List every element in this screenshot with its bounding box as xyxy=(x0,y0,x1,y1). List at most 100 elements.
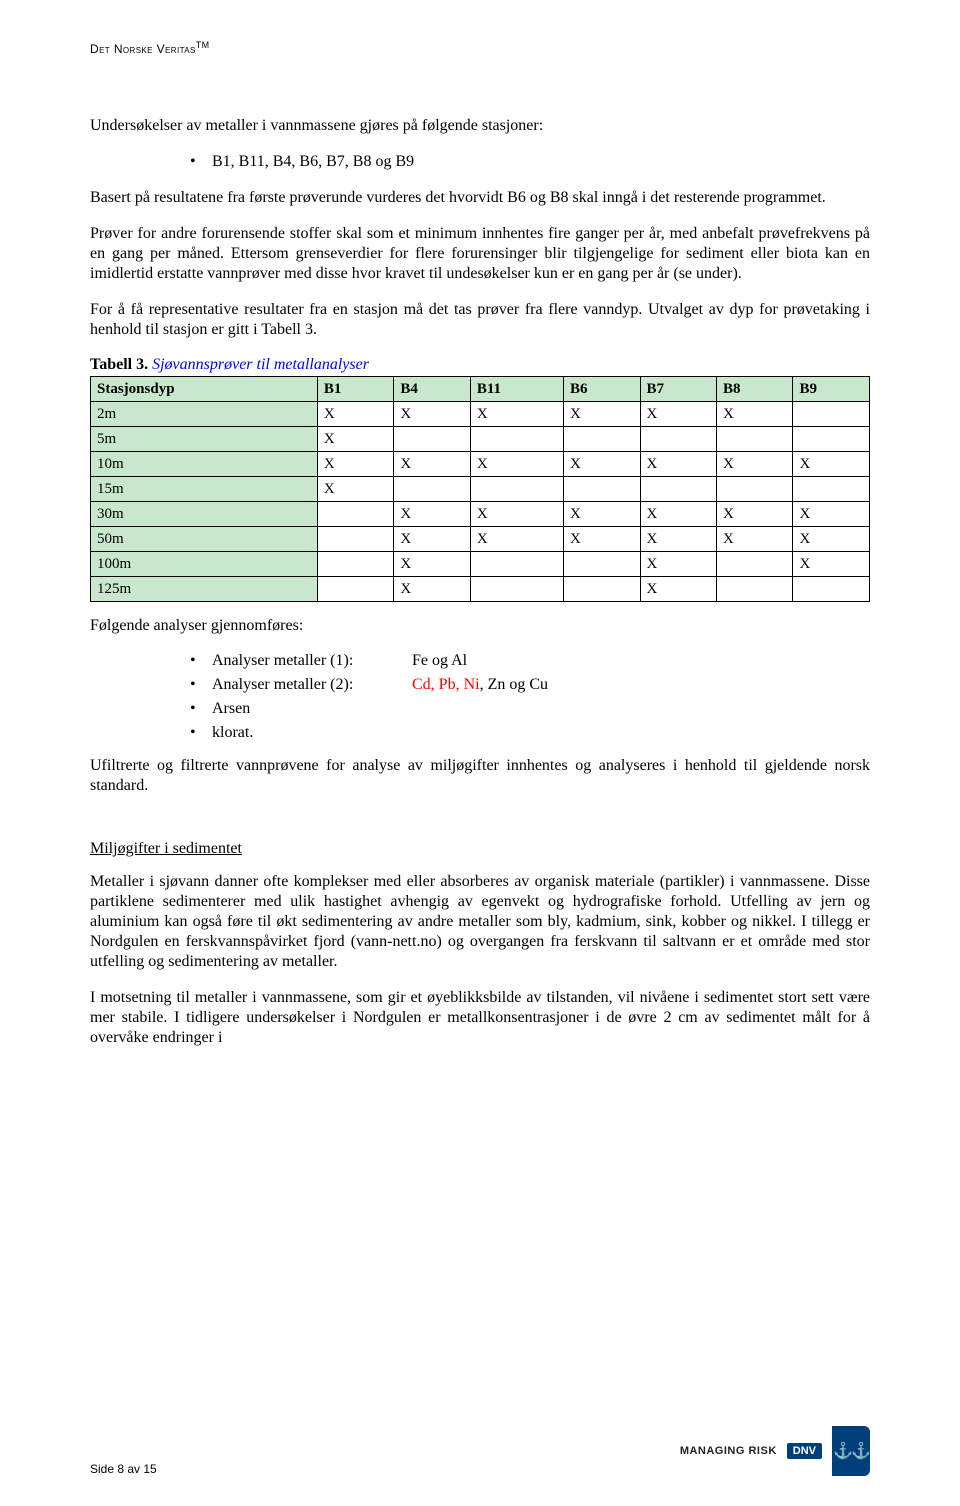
table-col-header: B8 xyxy=(716,377,792,402)
page-footer: Side 8 av 15 MANAGING RISK DNV xyxy=(90,1426,870,1476)
table-cell: X xyxy=(716,527,792,552)
paragraph-intro: Undersøkelser av metaller i vannmassene … xyxy=(90,116,870,136)
table-cell: X xyxy=(394,502,470,527)
analyze-label: Analyser metaller (1): xyxy=(212,652,412,670)
table-cell xyxy=(470,552,563,577)
analyze-label: Analyser metaller (2): xyxy=(212,676,412,694)
table-cell: X xyxy=(640,502,716,527)
paragraph-3: Prøver for andre forurensende stoffer sk… xyxy=(90,224,870,284)
table-row-header: 5m xyxy=(91,427,318,452)
table-caption-text: Sjøvannsprøver til metallanalyser xyxy=(148,356,369,373)
table-col-header: B11 xyxy=(470,377,563,402)
table-cell: X xyxy=(317,402,393,427)
table-row: 100mXXX xyxy=(91,552,870,577)
table-caption: Tabell 3. Sjøvannsprøver til metallanaly… xyxy=(90,356,870,374)
table-cell: X xyxy=(317,427,393,452)
station-bullets: B1, B11, B4, B6, B7, B8 og B9 xyxy=(90,152,870,172)
table-cell xyxy=(394,427,470,452)
table-cell: X xyxy=(640,527,716,552)
paragraph-2: Basert på resultatene fra første prøveru… xyxy=(90,188,870,208)
brand-text: Det Norske Veritas xyxy=(90,42,196,56)
page-number: Side 8 av 15 xyxy=(90,1462,157,1476)
table-cell xyxy=(470,427,563,452)
table-cell: X xyxy=(394,452,470,477)
table-cell: X xyxy=(793,502,870,527)
table-cell: X xyxy=(716,402,792,427)
table-cell xyxy=(564,477,640,502)
table-col-header: B1 xyxy=(317,377,393,402)
table-cell xyxy=(793,427,870,452)
table-cell: X xyxy=(793,452,870,477)
table-cell: X xyxy=(394,402,470,427)
table-cell: X xyxy=(394,527,470,552)
table-cell: X xyxy=(317,452,393,477)
table-col-header: B4 xyxy=(394,377,470,402)
table-cell xyxy=(394,477,470,502)
analyze-item: Analyser metaller (1):Fe og Al xyxy=(190,652,870,670)
table-cell: X xyxy=(394,552,470,577)
analyze-item: klorat. xyxy=(190,724,870,742)
table-cell: X xyxy=(564,402,640,427)
analyze-label: klorat. xyxy=(212,724,412,742)
table-cell xyxy=(317,527,393,552)
table-cell: X xyxy=(564,502,640,527)
analyze-list: Analyser metaller (1):Fe og AlAnalyser m… xyxy=(90,652,870,742)
brand-tm: TM xyxy=(196,40,210,50)
table-cell: X xyxy=(470,502,563,527)
table-row-header: 30m xyxy=(91,502,318,527)
table-row: 30mXXXXXX xyxy=(91,502,870,527)
brand-header: Det Norske VeritasTM xyxy=(90,40,870,56)
table-row: 125m X X xyxy=(91,577,870,602)
table-cell xyxy=(716,552,792,577)
table-caption-num: Tabell 3. xyxy=(90,356,148,373)
analyze-item: Arsen xyxy=(190,700,870,718)
table-col-header: B6 xyxy=(564,377,640,402)
table-col-header: Stasjonsdyp xyxy=(91,377,318,402)
table-row: 50mXXXXXX xyxy=(91,527,870,552)
table-cell: X xyxy=(470,402,563,427)
table-cell xyxy=(793,577,870,602)
table-cell xyxy=(317,577,393,602)
table-cell xyxy=(793,477,870,502)
table-row: 5mX xyxy=(91,427,870,452)
table-cell xyxy=(640,427,716,452)
paragraph-6: Ufiltrerte og filtrerte vannprøvene for … xyxy=(90,756,870,796)
table-cell xyxy=(470,477,563,502)
paragraph-8: I motsetning til metaller i vannmassene,… xyxy=(90,988,870,1048)
table-cell: X xyxy=(564,452,640,477)
table-cell: X xyxy=(716,452,792,477)
table-col-header: B7 xyxy=(640,377,716,402)
paragraph-4: For å få representative resultater fra e… xyxy=(90,300,870,340)
table-cell: X xyxy=(470,452,563,477)
table-cell xyxy=(564,427,640,452)
table-cell: X xyxy=(640,402,716,427)
table-cell xyxy=(716,427,792,452)
analyze-item: Analyser metaller (2):Cd, Pb, Ni, Zn og … xyxy=(190,676,870,694)
table-row-header: 125m xyxy=(91,577,318,602)
table-cell xyxy=(317,552,393,577)
managing-risk-text: MANAGING RISK xyxy=(680,1445,777,1457)
table-cell xyxy=(317,502,393,527)
table-row: 10mXXXXXXX xyxy=(91,452,870,477)
table-header-row: StasjonsdypB1B4B11B6B7B8B9 xyxy=(91,377,870,402)
table-cell: X xyxy=(394,577,470,602)
table-cell: X xyxy=(317,477,393,502)
table-cell xyxy=(564,552,640,577)
table-row: 2mXXXXXX xyxy=(91,402,870,427)
table-cell: X xyxy=(564,527,640,552)
table-row-header: 10m xyxy=(91,452,318,477)
table-cell: X xyxy=(470,527,563,552)
table-row-header: 100m xyxy=(91,552,318,577)
table-row-header: 2m xyxy=(91,402,318,427)
table-cell xyxy=(640,477,716,502)
table-col-header: B9 xyxy=(793,377,870,402)
table-cell: X xyxy=(793,527,870,552)
table-row: 15mX xyxy=(91,477,870,502)
analyze-value: , Zn og Cu xyxy=(480,676,548,693)
table-cell: X xyxy=(793,552,870,577)
table-cell: X xyxy=(640,452,716,477)
paragraph-5: Følgende analyser gjennomføres: xyxy=(90,616,870,636)
table-row-header: 50m xyxy=(91,527,318,552)
table-cell: X xyxy=(640,577,716,602)
table-cell xyxy=(716,577,792,602)
